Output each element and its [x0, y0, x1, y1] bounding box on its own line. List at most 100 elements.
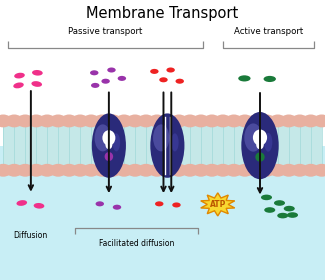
Ellipse shape — [159, 164, 177, 177]
Ellipse shape — [38, 164, 56, 177]
Ellipse shape — [34, 203, 44, 209]
Ellipse shape — [192, 164, 210, 177]
Text: Passive transport: Passive transport — [69, 27, 143, 36]
Ellipse shape — [72, 115, 89, 127]
Ellipse shape — [313, 164, 325, 177]
Text: Active transport: Active transport — [233, 27, 303, 36]
Ellipse shape — [115, 164, 133, 177]
Ellipse shape — [159, 77, 168, 82]
Ellipse shape — [313, 115, 325, 127]
Ellipse shape — [238, 75, 251, 81]
Ellipse shape — [17, 115, 34, 127]
Ellipse shape — [269, 164, 287, 177]
Ellipse shape — [91, 83, 99, 88]
Ellipse shape — [159, 115, 177, 127]
Ellipse shape — [225, 164, 243, 177]
Ellipse shape — [291, 164, 308, 177]
Ellipse shape — [93, 164, 111, 177]
Ellipse shape — [291, 115, 308, 127]
Text: Membrane Transport: Membrane Transport — [86, 6, 239, 21]
Ellipse shape — [13, 82, 24, 88]
Ellipse shape — [280, 115, 298, 127]
Ellipse shape — [287, 212, 298, 218]
Ellipse shape — [171, 133, 179, 151]
Ellipse shape — [203, 115, 221, 127]
Ellipse shape — [105, 141, 112, 149]
Ellipse shape — [247, 164, 265, 177]
Ellipse shape — [181, 115, 199, 127]
Ellipse shape — [247, 115, 265, 127]
Ellipse shape — [17, 200, 27, 206]
Ellipse shape — [170, 115, 188, 127]
Ellipse shape — [60, 115, 78, 127]
Ellipse shape — [172, 202, 181, 207]
Ellipse shape — [264, 207, 275, 213]
Ellipse shape — [241, 112, 279, 179]
Ellipse shape — [60, 164, 78, 177]
Ellipse shape — [284, 206, 295, 211]
Ellipse shape — [107, 67, 116, 73]
Ellipse shape — [166, 67, 175, 73]
Ellipse shape — [113, 133, 120, 151]
Ellipse shape — [49, 164, 67, 177]
Ellipse shape — [277, 213, 288, 218]
Ellipse shape — [244, 123, 262, 152]
FancyBboxPatch shape — [0, 146, 325, 280]
Ellipse shape — [82, 115, 100, 127]
Ellipse shape — [302, 164, 319, 177]
Ellipse shape — [32, 81, 42, 87]
Ellipse shape — [148, 115, 166, 127]
Ellipse shape — [258, 115, 276, 127]
Ellipse shape — [118, 76, 126, 81]
Ellipse shape — [32, 70, 43, 76]
Ellipse shape — [90, 70, 98, 75]
Ellipse shape — [264, 76, 276, 82]
FancyBboxPatch shape — [3, 122, 322, 169]
Ellipse shape — [27, 164, 45, 177]
Ellipse shape — [115, 115, 133, 127]
Ellipse shape — [6, 115, 23, 127]
FancyBboxPatch shape — [0, 0, 325, 146]
Ellipse shape — [104, 115, 122, 127]
Ellipse shape — [105, 152, 113, 161]
Ellipse shape — [137, 164, 155, 177]
Ellipse shape — [72, 164, 89, 177]
Ellipse shape — [255, 152, 265, 162]
Ellipse shape — [27, 115, 45, 127]
Ellipse shape — [0, 164, 12, 177]
Ellipse shape — [176, 79, 184, 84]
Ellipse shape — [49, 115, 67, 127]
Ellipse shape — [113, 205, 121, 210]
Ellipse shape — [203, 164, 221, 177]
Polygon shape — [201, 193, 235, 216]
Ellipse shape — [261, 195, 272, 200]
Ellipse shape — [256, 141, 264, 149]
Ellipse shape — [181, 164, 199, 177]
Ellipse shape — [192, 115, 210, 127]
Ellipse shape — [150, 113, 185, 178]
Ellipse shape — [92, 113, 126, 178]
Ellipse shape — [17, 164, 34, 177]
Ellipse shape — [137, 115, 155, 127]
Ellipse shape — [274, 200, 285, 206]
Ellipse shape — [214, 115, 232, 127]
Ellipse shape — [0, 115, 12, 127]
Ellipse shape — [82, 164, 100, 177]
Ellipse shape — [95, 124, 111, 151]
Ellipse shape — [280, 164, 298, 177]
Ellipse shape — [214, 164, 232, 177]
Ellipse shape — [225, 115, 243, 127]
Ellipse shape — [253, 129, 267, 146]
Ellipse shape — [6, 164, 23, 177]
Ellipse shape — [236, 164, 254, 177]
Ellipse shape — [104, 164, 122, 177]
Ellipse shape — [236, 115, 254, 127]
Ellipse shape — [93, 115, 111, 127]
Ellipse shape — [126, 115, 144, 127]
Ellipse shape — [101, 79, 110, 84]
Ellipse shape — [148, 164, 166, 177]
Ellipse shape — [126, 164, 144, 177]
Ellipse shape — [155, 201, 163, 206]
Text: Diffusion: Diffusion — [14, 231, 48, 240]
Ellipse shape — [150, 69, 159, 74]
